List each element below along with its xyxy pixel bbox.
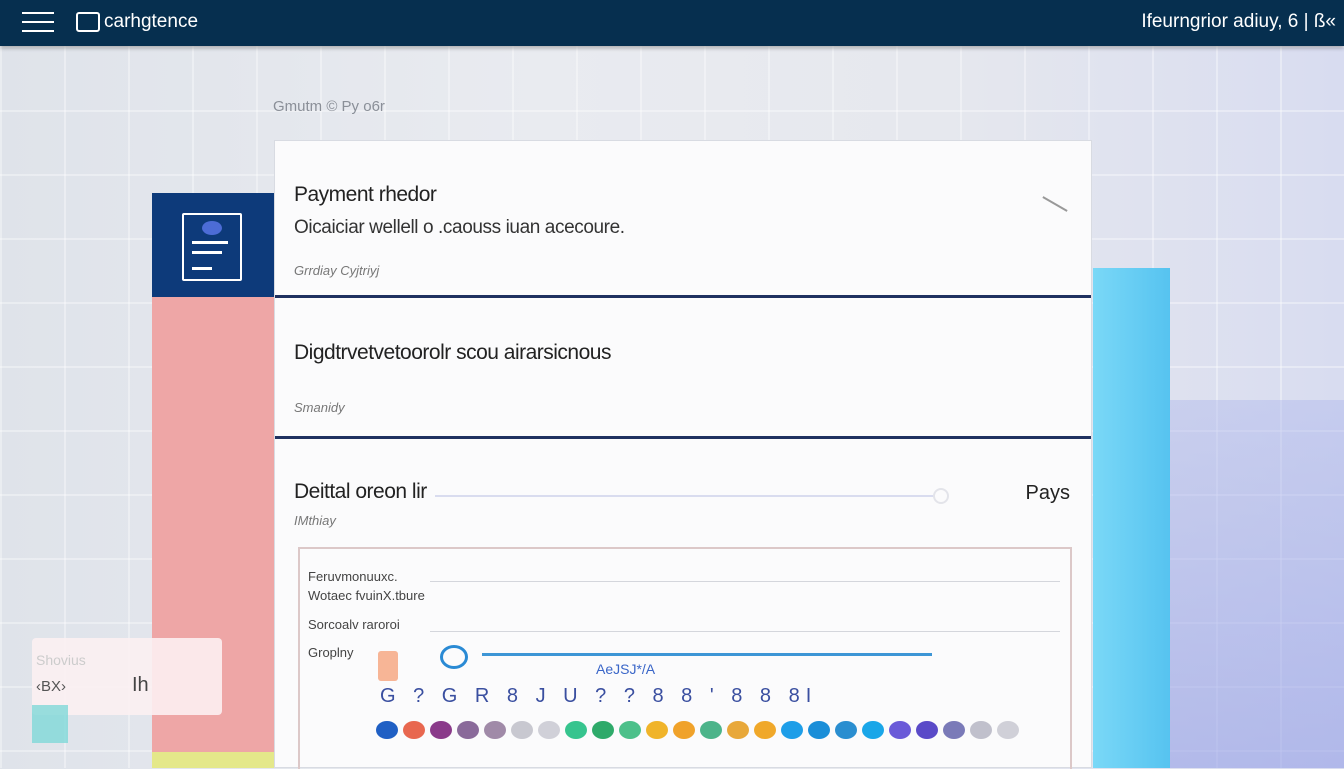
detail-row: Groplny [308, 645, 354, 660]
background-panel [1170, 400, 1344, 768]
color-icon[interactable] [754, 721, 776, 739]
color-icon-row [376, 721, 1019, 739]
section-title: Digdtrvetvetoorolr scou airarsicnous [294, 341, 611, 364]
detail-row: Wotaec fvuinX.tbure [308, 588, 425, 603]
section-title: Deittal oreon lir [294, 480, 427, 503]
section-description: Oicaiciar wellell o .caouss iuan acecour… [294, 217, 625, 238]
details-panel: Feruvmonuuxc. Wotaec fvuinX.tbure Sorcoa… [298, 547, 1072, 769]
color-icon[interactable] [889, 721, 911, 739]
section-payment-method[interactable]: Payment rhedor Oicaiciar wellell o .caou… [275, 141, 1091, 297]
color-icon[interactable] [646, 721, 668, 739]
color-icon[interactable] [997, 721, 1019, 739]
icon-row: G ? G R 8 J U ? ? 8 8 ' 8 8 8I [380, 685, 818, 707]
side-panel-yellow [152, 752, 274, 768]
floating-card-label: Shovius [36, 652, 86, 668]
logo-icon [76, 12, 100, 32]
detail-row: Feruvmonuuxc. [308, 569, 398, 584]
color-icon[interactable] [808, 721, 830, 739]
divider [275, 436, 1091, 439]
teal-swatch [32, 705, 68, 743]
color-icon[interactable] [700, 721, 722, 739]
color-icon[interactable] [781, 721, 803, 739]
color-swatch[interactable] [378, 651, 398, 681]
color-icon[interactable] [430, 721, 452, 739]
color-icon[interactable] [592, 721, 614, 739]
color-icon[interactable] [403, 721, 425, 739]
color-icon[interactable] [673, 721, 695, 739]
color-icon[interactable] [538, 721, 560, 739]
slider-label: AeJSJ*/A [596, 661, 656, 677]
section-caption: Grrdiay Cyjtriyj [294, 263, 380, 278]
option-knob[interactable] [933, 488, 949, 504]
section-caption: IMthiay [294, 513, 336, 528]
header-user-info[interactable]: Ifeurngrior adiuy, 6 | ß« [1141, 11, 1336, 32]
app-title: carhgtence [104, 11, 199, 32]
hamburger-menu-icon[interactable] [22, 12, 54, 32]
color-icon[interactable] [376, 721, 398, 739]
floating-card-code: ‹ΒX› [36, 678, 66, 695]
section-caption: Smanidy [294, 400, 345, 415]
row-divider [430, 631, 1060, 632]
color-icon[interactable] [457, 721, 479, 739]
section-digital[interactable]: Digdtrvetvetoorolr scou airarsicnous Sma… [275, 298, 1091, 437]
payment-card: Payment rhedor Oicaiciar wellell o .caou… [274, 140, 1092, 769]
color-icon[interactable] [943, 721, 965, 739]
row-divider [430, 581, 1060, 582]
color-icon[interactable] [511, 721, 533, 739]
floating-card-value: Ih [132, 674, 149, 696]
document-tile[interactable] [152, 193, 274, 297]
color-icon[interactable] [970, 721, 992, 739]
section-title: Payment rhedor [294, 183, 437, 206]
side-bar-cyan [1093, 268, 1170, 768]
color-icon[interactable] [916, 721, 938, 739]
color-icon[interactable] [835, 721, 857, 739]
document-icon [182, 213, 242, 281]
slider-track[interactable] [482, 653, 932, 656]
detail-row: Sorcoalv raroroi [308, 617, 400, 632]
pays-label[interactable]: Pays [1025, 482, 1070, 504]
edit-icon[interactable] [1042, 196, 1068, 212]
divider [275, 295, 1091, 298]
color-icon[interactable] [727, 721, 749, 739]
color-icon[interactable] [565, 721, 587, 739]
floating-card[interactable]: Shovius ‹ΒX› Ih [32, 638, 222, 715]
breadcrumb[interactable]: Gmutm © Py o6r [273, 98, 385, 115]
top-bar: carhgtence Ifeurngrior adiuy, 6 | ß« [0, 0, 1344, 46]
color-icon[interactable] [619, 721, 641, 739]
color-icon[interactable] [484, 721, 506, 739]
option-track[interactable] [435, 495, 935, 497]
slider-handle[interactable] [440, 645, 468, 669]
color-icon[interactable] [862, 721, 884, 739]
